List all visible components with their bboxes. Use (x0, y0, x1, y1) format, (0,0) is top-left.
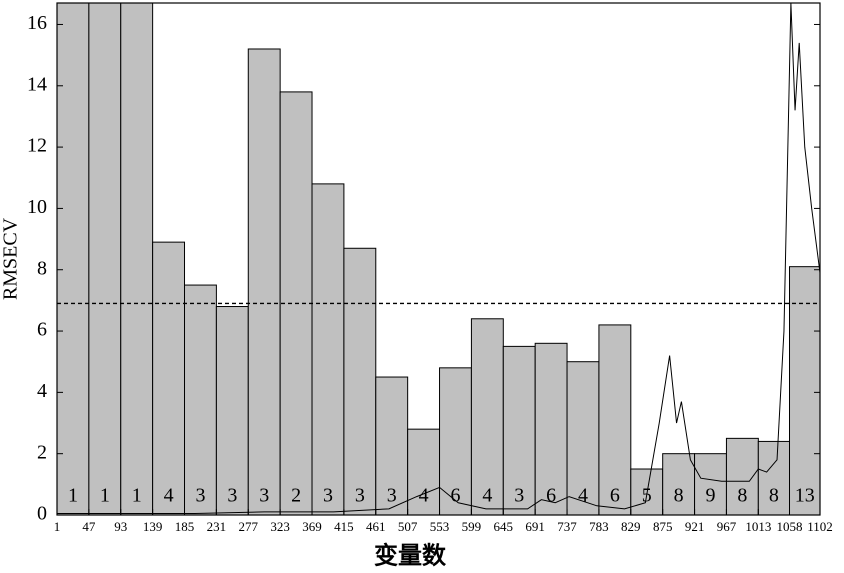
bar-label: 3 (514, 485, 524, 507)
x-tick-label: 783 (589, 519, 609, 534)
bar-label: 4 (419, 485, 429, 507)
bar-label: 4 (578, 485, 588, 507)
bar (566, 361, 600, 515)
x-tick-label: 645 (494, 519, 514, 534)
bar (407, 428, 441, 515)
plot-area (57, 3, 820, 515)
y-tick-label: 6 (37, 319, 47, 341)
y-tick-label: 8 (37, 257, 47, 279)
x-tick-label: 1013 (745, 519, 771, 534)
x-tick-label: 875 (653, 519, 673, 534)
bar (88, 3, 122, 515)
x-tick-label: 369 (302, 519, 322, 534)
x-tick-label: 1 (54, 519, 61, 534)
x-tick-label: 691 (525, 519, 545, 534)
bar (120, 3, 154, 515)
bar (343, 247, 377, 515)
x-tick-label: 415 (334, 519, 354, 534)
bar-label: 4 (482, 485, 492, 507)
bar (502, 345, 536, 515)
bar-label: 3 (227, 485, 237, 507)
bar (215, 306, 249, 515)
bar-label: 3 (387, 485, 397, 507)
x-tick-label: 599 (462, 519, 482, 534)
y-tick-label: 10 (27, 196, 47, 218)
bar-label: 6 (610, 485, 620, 507)
x-tick-label: 921 (685, 519, 705, 534)
bar-label: 13 (795, 485, 815, 507)
y-tick-label: 4 (37, 380, 47, 402)
bar-label: 1 (100, 485, 110, 507)
bar (311, 183, 345, 515)
bar (247, 48, 281, 515)
x-tick-label: 47 (82, 519, 96, 534)
bar (662, 453, 696, 515)
y-tick-label: 14 (27, 73, 47, 95)
x-tick-label: 829 (621, 519, 641, 534)
x-tick-label: 185 (175, 519, 195, 534)
bar-label: 1 (68, 485, 78, 507)
bar-label: 3 (355, 485, 365, 507)
y-tick-label: 12 (27, 135, 47, 157)
bar-label: 8 (737, 485, 747, 507)
x-tick-label: 461 (366, 519, 386, 534)
x-tick-label: 737 (557, 519, 577, 534)
x-tick-label: 231 (207, 519, 227, 534)
bar-label: 9 (706, 485, 716, 507)
bar-label: 8 (769, 485, 779, 507)
bar-label: 3 (323, 485, 333, 507)
bar (184, 284, 217, 515)
y-axis-label: RMSECV (0, 217, 22, 300)
x-tick-label: 277 (239, 519, 259, 534)
bar-label: 5 (642, 485, 652, 507)
x-tick-label: 93 (114, 519, 127, 534)
x-tick-label: 553 (430, 519, 450, 534)
bar-label: 8 (674, 485, 684, 507)
bar (598, 324, 632, 515)
x-tick-label: 967 (717, 519, 737, 534)
y-tick-label: 2 (37, 441, 47, 463)
plot-frame (56, 2, 821, 516)
bar-label: 6 (450, 485, 460, 507)
y-tick-label: 0 (37, 503, 47, 525)
x-tick-label: 323 (270, 519, 290, 534)
bar-label: 4 (164, 485, 174, 507)
bar (757, 440, 791, 515)
x-tick-label: 507 (398, 519, 418, 534)
bar-label: 3 (259, 485, 269, 507)
x-axis-label: 变量数 (374, 542, 447, 570)
bar-label: 3 (195, 485, 205, 507)
bar (534, 342, 568, 515)
bar (57, 3, 90, 515)
bar (152, 241, 186, 515)
bar-label: 1 (132, 485, 142, 507)
x-tick-label: 139 (143, 519, 163, 534)
bar-label: 6 (546, 485, 556, 507)
bar-label: 2 (291, 485, 301, 507)
spectrum-line (57, 3, 820, 514)
x-tick-label: 1058 (777, 519, 803, 534)
bar (694, 453, 727, 515)
bar (470, 318, 504, 515)
y-tick-label: 16 (27, 12, 47, 34)
x-tick-label: 1102 (807, 519, 833, 534)
